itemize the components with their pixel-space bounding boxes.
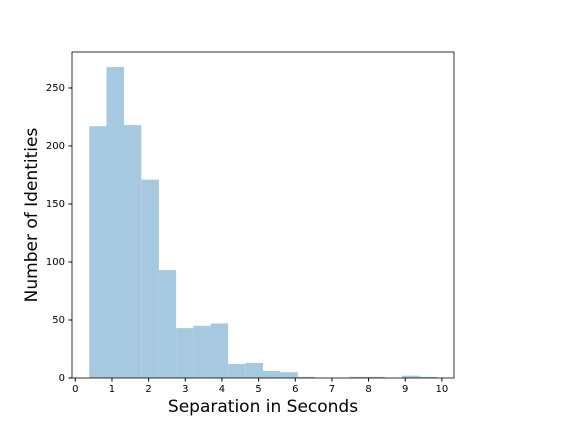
bar: [141, 179, 159, 378]
x-tick-label: 4: [219, 384, 225, 395]
bar: [245, 362, 263, 378]
bar: [158, 270, 177, 378]
bar: [263, 371, 281, 378]
y-tick-label: 50: [52, 315, 65, 326]
x-tick-label: 6: [292, 384, 298, 395]
bar: [106, 67, 125, 378]
x-tick-label: 8: [365, 384, 371, 395]
y-axis-label: Number of Identities: [22, 128, 42, 303]
bar: [193, 325, 211, 378]
y-tick-label: 250: [46, 83, 65, 94]
bar: [89, 126, 107, 378]
x-tick-label: 3: [182, 384, 188, 395]
x-tick-label: 0: [72, 384, 78, 395]
bar: [280, 372, 298, 378]
plot-frame: [71, 51, 455, 379]
x-tick-label: 1: [109, 384, 115, 395]
x-tick-label: 2: [145, 384, 151, 395]
y-tick-label: 200: [46, 141, 65, 152]
x-axis-label: Separation in Seconds: [168, 397, 358, 417]
x-tick-label: 9: [402, 384, 408, 395]
bar: [419, 376, 437, 378]
bar: [367, 376, 385, 378]
bar: [176, 328, 194, 378]
bar: [297, 376, 316, 378]
bar: [401, 375, 420, 378]
x-tick-label: 7: [329, 384, 335, 395]
bar: [210, 323, 229, 378]
x-tick-label: 5: [255, 384, 261, 395]
y-tick-label: 0: [59, 373, 65, 384]
bar: [124, 125, 142, 379]
bar: [349, 376, 368, 378]
y-tick-label: 150: [46, 199, 65, 210]
bar: [228, 364, 246, 378]
y-tick-label: 100: [46, 257, 65, 268]
x-tick-label: 10: [436, 384, 449, 395]
